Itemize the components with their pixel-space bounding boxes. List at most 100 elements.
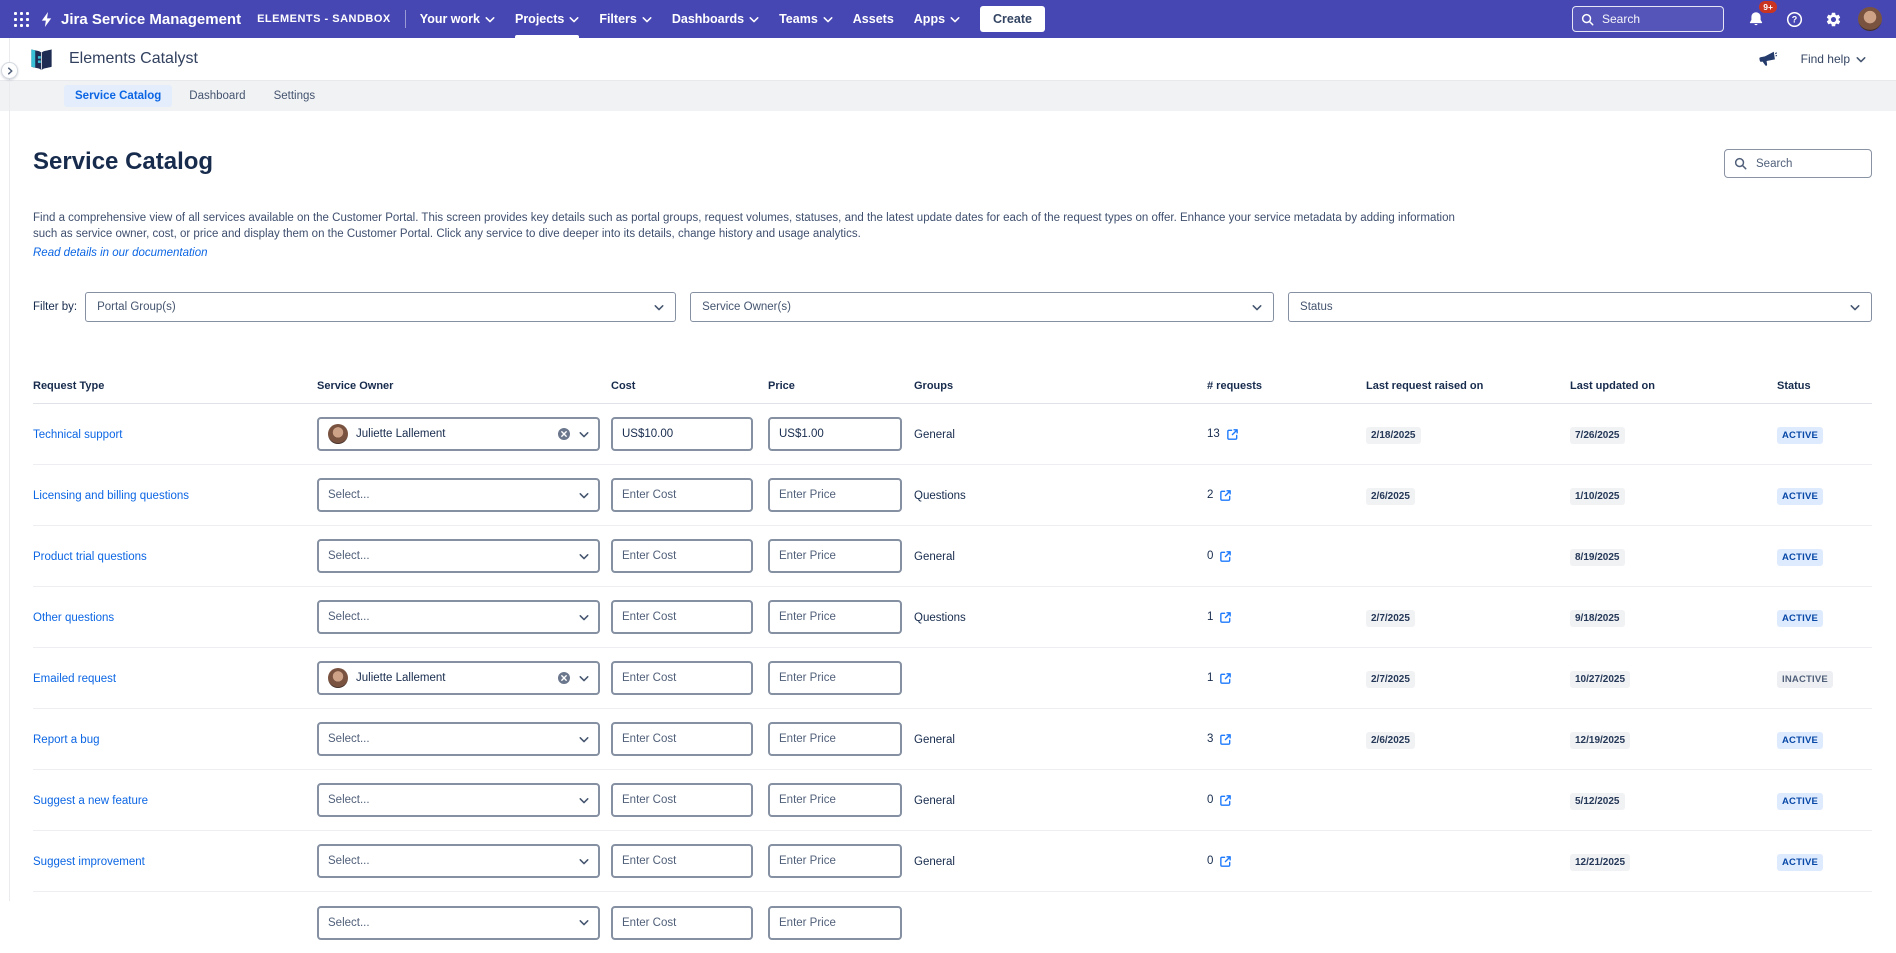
cost-input[interactable] — [611, 722, 753, 756]
request-type-link[interactable]: Suggest improvement — [33, 856, 145, 868]
last-updated-date: 8/19/2025 — [1570, 548, 1625, 566]
cost-input[interactable] — [611, 539, 753, 573]
service-owner-select[interactable]: Select... — [317, 600, 600, 634]
request-type-link[interactable]: Report a bug — [33, 734, 100, 746]
clear-icon[interactable] — [557, 671, 571, 685]
service-owner-select[interactable]: Select... — [317, 539, 600, 573]
product-logo[interactable]: Jira Service Management — [39, 11, 241, 28]
divider — [404, 10, 406, 28]
chevron-down-icon — [569, 16, 579, 23]
clear-icon[interactable] — [557, 427, 571, 441]
last-request-date: 2/7/2025 — [1366, 609, 1415, 627]
topnav-right: 9+ ? — [1572, 1, 1882, 34]
last-updated-date: 10/27/2025 — [1570, 670, 1631, 688]
request-count-link[interactable]: 1 — [1207, 611, 1366, 624]
filter-select-service-owner-s[interactable]: Service Owner(s) — [690, 292, 1275, 322]
tab-settings[interactable]: Settings — [273, 90, 316, 102]
cost-input[interactable] — [611, 417, 753, 451]
request-type-link[interactable]: Licensing and billing questions — [33, 490, 189, 502]
service-owner-select[interactable]: Juliette Lallement — [317, 417, 600, 451]
price-input[interactable] — [768, 600, 902, 634]
request-type-link[interactable]: Suggest a new feature — [33, 795, 149, 807]
tab-dashboard[interactable]: Dashboard — [189, 90, 246, 102]
user-avatar[interactable] — [1858, 7, 1882, 31]
nav-item-dashboards[interactable]: Dashboards — [662, 0, 769, 38]
filter-select-portal-group-s[interactable]: Portal Group(s) — [85, 292, 677, 322]
catalog-search-input[interactable] — [1754, 156, 1854, 171]
price-input[interactable] — [768, 539, 902, 573]
nav-item-assets[interactable]: Assets — [852, 12, 894, 26]
chevron-down-icon — [1850, 304, 1860, 311]
last-updated-date: 12/19/2025 — [1570, 731, 1631, 749]
service-owner-select[interactable]: Select... — [317, 478, 600, 512]
find-help-button[interactable]: Find help — [1801, 52, 1866, 66]
page-title: Service Catalog — [33, 148, 214, 175]
nav-item-your-work[interactable]: Your work — [410, 0, 505, 38]
settings-button[interactable] — [1819, 5, 1848, 34]
last-updated-date: 12/21/2025 — [1570, 853, 1631, 871]
service-owner-select[interactable]: Juliette Lallement — [317, 661, 600, 695]
status-badge: ACTIVE — [1777, 548, 1824, 566]
chevron-down-icon — [579, 614, 589, 621]
nav-search[interactable] — [1572, 6, 1724, 32]
cost-input[interactable] — [611, 844, 753, 878]
help-button[interactable]: ? — [1780, 5, 1809, 34]
chevron-down-icon — [1856, 56, 1866, 63]
nav-item-filters[interactable]: Filters — [589, 0, 662, 38]
service-owner-select[interactable]: Select... — [317, 783, 600, 817]
documentation-link[interactable]: Read details in our documentation — [33, 247, 208, 259]
nav-item-projects[interactable]: Projects — [505, 0, 589, 38]
chevron-down-icon — [950, 16, 960, 23]
column-header-requests: # requests — [1207, 380, 1263, 392]
chevron-down-icon — [642, 16, 652, 23]
request-count-link[interactable]: 1 — [1207, 672, 1366, 685]
cost-input[interactable] — [611, 783, 753, 817]
request-type-link[interactable]: Other questions — [33, 612, 115, 624]
request-type-link[interactable]: Product trial questions — [33, 551, 147, 563]
service-owner-select[interactable]: Select... — [317, 844, 600, 878]
cost-input[interactable] — [611, 600, 753, 634]
request-count-link[interactable]: 2 — [1207, 489, 1366, 502]
cost-input[interactable] — [611, 905, 753, 940]
request-count-link[interactable]: 0 — [1207, 794, 1366, 807]
request-type-link[interactable]: Technical support — [33, 429, 123, 441]
price-input[interactable] — [768, 722, 902, 756]
price-input[interactable] — [768, 905, 902, 940]
request-count-link[interactable]: 0 — [1207, 855, 1366, 868]
service-owner-select[interactable]: Select... — [317, 905, 600, 940]
price-input[interactable] — [768, 661, 902, 695]
groups-value: General — [914, 856, 955, 868]
cost-input[interactable] — [611, 661, 753, 695]
price-input[interactable] — [768, 783, 902, 817]
notifications-button[interactable]: 9+ — [1742, 1, 1777, 33]
megaphone-icon[interactable] — [1758, 51, 1777, 68]
nav-item-apps[interactable]: Apps — [904, 0, 970, 38]
app-switcher-button[interactable] — [8, 6, 35, 33]
price-input[interactable] — [768, 844, 902, 878]
expand-sidebar-button[interactable] — [1, 62, 18, 79]
create-button[interactable]: Create — [980, 6, 1045, 32]
filter-select-status[interactable]: Status — [1288, 292, 1872, 322]
service-owner-select[interactable]: Select... — [317, 722, 600, 756]
status-badge: ACTIVE — [1777, 792, 1824, 810]
groups-value: General — [914, 551, 955, 563]
nav-search-input[interactable] — [1600, 11, 1700, 27]
price-input[interactable] — [768, 478, 902, 512]
chevron-down-icon — [579, 919, 589, 926]
groups-value: Questions — [914, 490, 966, 502]
chevron-down-icon — [579, 431, 589, 438]
nav-item-teams[interactable]: Teams — [769, 0, 843, 38]
catalog-search[interactable] — [1724, 149, 1872, 178]
table-row: Emailed request Juliette Lallement 1 2/7… — [33, 648, 1872, 709]
table-header-row: Request Type Service Owner Cost Price Groups… — [33, 372, 1872, 404]
price-input[interactable] — [768, 417, 902, 451]
filter-bar: Filter by: Portal Group(s) Service Owner(… — [33, 292, 1872, 322]
table-row: Licensing and billing questions Select..… — [33, 465, 1872, 526]
request-count-link[interactable]: 0 — [1207, 550, 1366, 563]
request-count-link[interactable]: 13 — [1207, 428, 1366, 441]
request-type-link[interactable]: Emailed request — [33, 673, 117, 685]
bell-icon — [1748, 11, 1764, 27]
cost-input[interactable] — [611, 478, 753, 512]
request-count-link[interactable]: 3 — [1207, 733, 1366, 746]
tab-service-catalog[interactable]: Service Catalog — [64, 85, 173, 107]
